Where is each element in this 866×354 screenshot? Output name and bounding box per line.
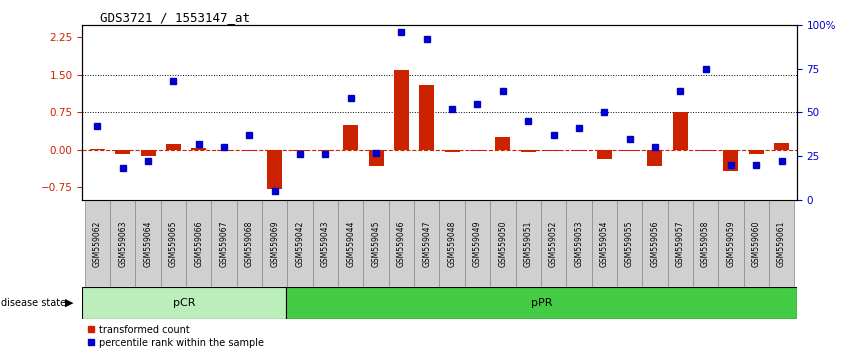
Text: GSM559059: GSM559059 bbox=[727, 220, 735, 267]
Text: GSM559060: GSM559060 bbox=[752, 220, 760, 267]
Bar bbox=[313, 200, 338, 287]
Bar bbox=[288, 200, 313, 287]
Bar bbox=[293, 150, 307, 152]
Text: GSM559069: GSM559069 bbox=[270, 220, 280, 267]
Bar bbox=[166, 144, 181, 150]
Bar bbox=[242, 150, 257, 152]
Text: GSM559048: GSM559048 bbox=[448, 220, 456, 267]
Text: GSM559050: GSM559050 bbox=[498, 220, 507, 267]
Text: GSM559067: GSM559067 bbox=[220, 220, 229, 267]
Bar bbox=[495, 137, 510, 150]
Bar bbox=[723, 150, 739, 171]
Bar bbox=[591, 200, 617, 287]
Bar bbox=[541, 200, 566, 287]
Bar bbox=[262, 200, 288, 287]
Bar bbox=[490, 200, 515, 287]
Bar bbox=[566, 200, 591, 287]
Bar bbox=[698, 150, 713, 152]
Bar bbox=[572, 150, 586, 152]
Bar bbox=[718, 200, 744, 287]
Bar bbox=[419, 85, 435, 150]
Bar bbox=[643, 200, 668, 287]
Bar bbox=[617, 200, 643, 287]
Bar bbox=[110, 200, 135, 287]
Bar bbox=[597, 150, 611, 159]
Text: GDS3721 / 1553147_at: GDS3721 / 1553147_at bbox=[100, 11, 249, 24]
Bar bbox=[668, 200, 693, 287]
Text: GSM559044: GSM559044 bbox=[346, 220, 355, 267]
Text: GSM559056: GSM559056 bbox=[650, 220, 659, 267]
Text: pPR: pPR bbox=[531, 298, 553, 308]
Text: GSM559042: GSM559042 bbox=[295, 220, 305, 267]
Text: GSM559051: GSM559051 bbox=[524, 220, 533, 267]
Text: GSM559055: GSM559055 bbox=[625, 220, 634, 267]
Bar bbox=[444, 150, 460, 153]
Bar bbox=[673, 113, 688, 150]
Bar bbox=[287, 287, 797, 319]
Bar bbox=[268, 150, 282, 189]
Bar bbox=[211, 200, 236, 287]
Bar bbox=[82, 287, 287, 319]
Bar bbox=[140, 150, 156, 156]
Bar bbox=[515, 200, 541, 287]
Text: GSM559045: GSM559045 bbox=[372, 220, 381, 267]
Bar bbox=[216, 150, 232, 152]
Text: GSM559052: GSM559052 bbox=[549, 220, 558, 267]
Bar bbox=[439, 200, 465, 287]
Text: GSM559054: GSM559054 bbox=[599, 220, 609, 267]
Text: GSM559053: GSM559053 bbox=[574, 220, 584, 267]
Bar bbox=[546, 150, 561, 152]
Bar bbox=[343, 125, 359, 150]
Bar bbox=[520, 150, 536, 153]
Bar bbox=[236, 200, 262, 287]
Bar bbox=[90, 149, 105, 150]
Text: GSM559065: GSM559065 bbox=[169, 220, 178, 267]
Bar bbox=[191, 148, 206, 150]
Bar bbox=[647, 150, 662, 166]
Text: GSM559046: GSM559046 bbox=[397, 220, 406, 267]
Text: GSM559064: GSM559064 bbox=[144, 220, 152, 267]
Bar bbox=[161, 200, 186, 287]
Text: ▶: ▶ bbox=[65, 298, 74, 308]
Text: GSM559043: GSM559043 bbox=[321, 220, 330, 267]
Bar bbox=[693, 200, 718, 287]
Text: GSM559058: GSM559058 bbox=[701, 220, 710, 267]
Bar bbox=[389, 200, 414, 287]
Bar bbox=[186, 200, 211, 287]
Text: GSM559047: GSM559047 bbox=[423, 220, 431, 267]
Bar bbox=[414, 200, 439, 287]
Bar bbox=[85, 200, 110, 287]
Bar bbox=[774, 143, 789, 150]
Bar bbox=[318, 150, 333, 152]
Text: GSM559061: GSM559061 bbox=[777, 220, 786, 267]
Legend: transformed count, percentile rank within the sample: transformed count, percentile rank withi… bbox=[87, 325, 264, 348]
Bar bbox=[115, 150, 131, 154]
Bar bbox=[622, 150, 637, 152]
Bar bbox=[135, 200, 161, 287]
Text: disease state: disease state bbox=[1, 298, 66, 308]
Text: GSM559066: GSM559066 bbox=[194, 220, 204, 267]
Bar bbox=[369, 150, 384, 166]
Bar bbox=[364, 200, 389, 287]
Bar bbox=[744, 200, 769, 287]
Bar bbox=[748, 150, 764, 154]
Bar bbox=[394, 70, 409, 150]
Bar bbox=[769, 200, 794, 287]
Text: GSM559057: GSM559057 bbox=[675, 220, 685, 267]
Text: GSM559062: GSM559062 bbox=[93, 220, 102, 267]
Text: GSM559068: GSM559068 bbox=[245, 220, 254, 267]
Text: GSM559049: GSM559049 bbox=[473, 220, 482, 267]
Text: GSM559063: GSM559063 bbox=[119, 220, 127, 267]
Text: pCR: pCR bbox=[173, 298, 196, 308]
Bar bbox=[470, 150, 485, 152]
Bar bbox=[338, 200, 364, 287]
Bar bbox=[465, 200, 490, 287]
